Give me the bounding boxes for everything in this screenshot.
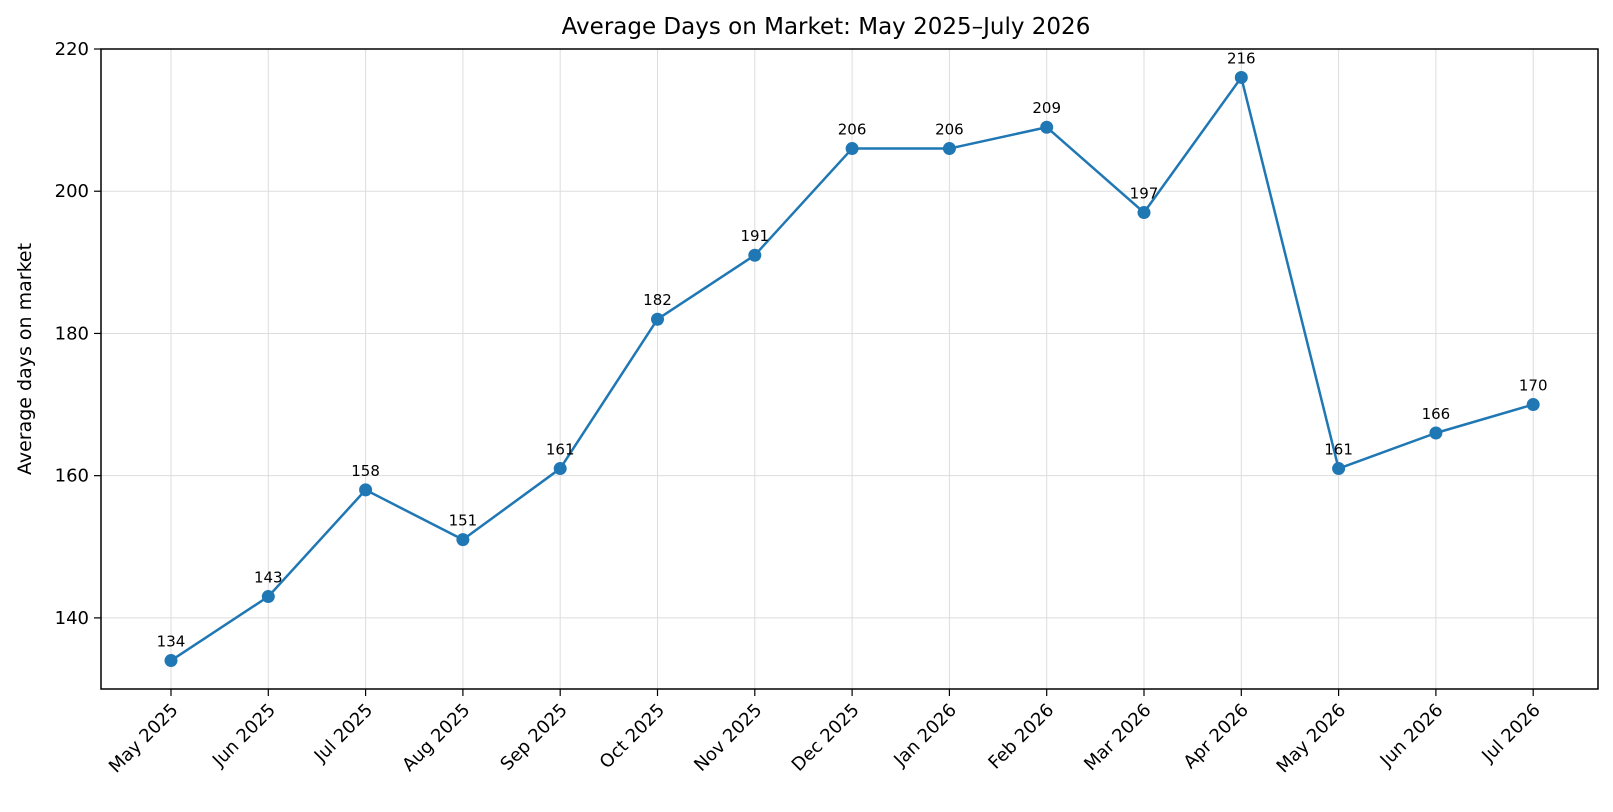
data-label: 161 [1324,441,1353,459]
data-label: 161 [546,441,575,459]
gridlines [101,48,1598,689]
data-point [553,462,567,476]
x-axis: May 2025 Jun 2025 Jul 2025 Aug 2025 Sep 2025… [105,689,1545,777]
data-label: 182 [643,291,672,309]
y-tick-label: 160 [55,466,89,487]
data-point [164,654,178,668]
data-label: 166 [1422,405,1451,423]
x-tick-label: Jun 2025 [208,700,280,772]
data-point [1137,206,1151,220]
x-tick-label: Mar 2026 [1080,700,1155,775]
chart-title: Average Days on Market: May 2025–July 20… [562,14,1091,40]
data-point [845,142,859,156]
y-axis: 140 160 180 200 220 [55,39,101,629]
data-point [359,483,373,497]
x-tick-label: Jan 2026 [889,700,961,772]
x-tick-label: Jun 2026 [1376,700,1448,772]
data-labels: 134 143 158 151 161 182 191 206 206 209 197 216 161 1… [157,49,1548,650]
x-tick-label: Apr 2026 [1180,700,1253,773]
x-tick-label: Aug 2025 [398,700,474,776]
x-tick-label: Jul 2025 [310,700,377,767]
data-point [942,142,956,156]
data-label: 170 [1519,377,1548,395]
data-label: 216 [1227,49,1256,67]
data-label: 151 [449,512,478,530]
x-tick-label: Feb 2026 [984,700,1058,774]
y-axis-label: Average days on market [14,243,36,475]
x-tick-label: Oct 2025 [596,700,669,773]
data-label: 134 [157,633,186,651]
data-label: 143 [254,569,283,587]
x-tick-label: Nov 2025 [690,700,766,776]
data-label: 197 [1130,185,1159,203]
data-label: 206 [838,121,867,139]
x-tick-label: Jul 2026 [1477,700,1544,767]
data-point [456,533,470,547]
data-point [261,590,275,604]
x-tick-label: May 2025 [105,700,183,778]
x-tick-label: Dec 2025 [788,700,864,776]
data-point [1040,120,1054,134]
data-point [1429,426,1443,440]
data-label: 206 [935,121,964,139]
x-tick-label: May 2026 [1273,700,1351,778]
y-tick-label: 220 [55,39,89,60]
data-point [748,248,762,262]
data-point [1234,70,1248,84]
plot-area-frame [100,48,1599,690]
data-point [1332,462,1346,476]
data-label: 209 [1032,99,1061,117]
data-label: 191 [740,227,769,245]
x-tick-label: Sep 2025 [496,700,571,775]
y-tick-label: 180 [55,323,89,344]
y-tick-label: 140 [55,608,89,629]
markers [164,70,1540,668]
data-point [1526,398,1540,412]
y-tick-label: 200 [55,181,89,202]
data-label: 158 [351,462,380,480]
data-point [651,312,664,326]
